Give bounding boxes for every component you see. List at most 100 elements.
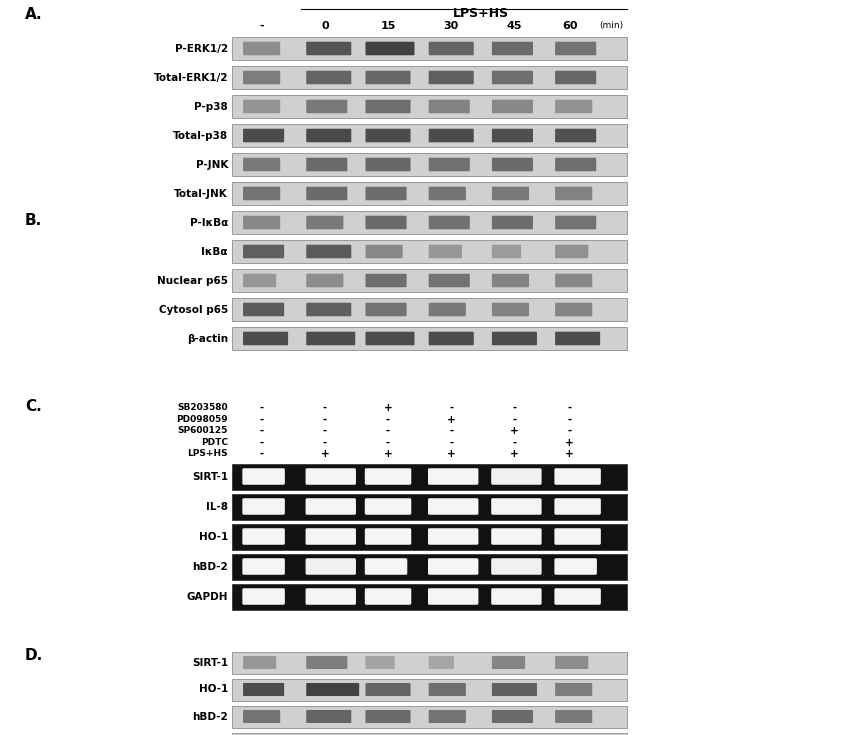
- FancyBboxPatch shape: [306, 273, 343, 287]
- FancyBboxPatch shape: [429, 71, 474, 85]
- FancyBboxPatch shape: [492, 71, 533, 85]
- FancyBboxPatch shape: [429, 187, 466, 200]
- FancyBboxPatch shape: [428, 468, 478, 485]
- Text: D.: D.: [25, 648, 43, 662]
- FancyBboxPatch shape: [306, 498, 356, 514]
- Text: +: +: [447, 449, 456, 459]
- FancyBboxPatch shape: [555, 683, 593, 696]
- FancyBboxPatch shape: [306, 468, 356, 485]
- FancyBboxPatch shape: [366, 273, 407, 287]
- Text: -: -: [512, 437, 516, 448]
- Text: -: -: [386, 415, 391, 425]
- FancyBboxPatch shape: [492, 187, 529, 200]
- Text: 0: 0: [321, 21, 329, 31]
- FancyBboxPatch shape: [492, 683, 537, 696]
- FancyBboxPatch shape: [243, 129, 284, 143]
- FancyBboxPatch shape: [555, 187, 593, 200]
- Text: SIRT-1: SIRT-1: [192, 471, 228, 481]
- FancyBboxPatch shape: [554, 588, 601, 605]
- Text: hBD-2: hBD-2: [192, 711, 228, 722]
- FancyBboxPatch shape: [492, 42, 533, 55]
- FancyBboxPatch shape: [554, 528, 601, 545]
- Bar: [232, 211, 627, 234]
- Text: -: -: [260, 415, 264, 425]
- Text: -: -: [259, 21, 264, 31]
- FancyBboxPatch shape: [492, 129, 533, 143]
- FancyBboxPatch shape: [492, 498, 542, 514]
- Text: β-actin: β-actin: [187, 334, 228, 343]
- FancyBboxPatch shape: [306, 303, 351, 316]
- FancyBboxPatch shape: [554, 468, 601, 485]
- FancyBboxPatch shape: [429, 683, 466, 696]
- Text: -: -: [323, 426, 327, 436]
- FancyBboxPatch shape: [243, 303, 284, 316]
- FancyBboxPatch shape: [242, 468, 285, 485]
- FancyBboxPatch shape: [306, 158, 347, 171]
- FancyBboxPatch shape: [366, 656, 395, 669]
- Text: LPS+HS: LPS+HS: [453, 7, 509, 20]
- Text: -: -: [323, 415, 327, 425]
- FancyBboxPatch shape: [366, 42, 414, 55]
- Text: -: -: [386, 437, 391, 448]
- Text: -: -: [512, 403, 516, 413]
- Text: -: -: [449, 437, 453, 448]
- FancyBboxPatch shape: [492, 588, 542, 605]
- Bar: [232, 706, 627, 728]
- Text: hBD-2: hBD-2: [192, 562, 228, 572]
- Bar: [232, 66, 627, 89]
- FancyBboxPatch shape: [492, 273, 529, 287]
- Bar: [232, 553, 627, 579]
- Bar: [232, 464, 627, 490]
- Text: +: +: [510, 426, 519, 436]
- Text: +: +: [384, 449, 392, 459]
- FancyBboxPatch shape: [429, 273, 469, 287]
- FancyBboxPatch shape: [428, 528, 478, 545]
- FancyBboxPatch shape: [243, 683, 284, 696]
- Text: P-ERK1/2: P-ERK1/2: [175, 43, 228, 54]
- Text: -: -: [512, 415, 516, 425]
- Text: 60: 60: [562, 21, 577, 31]
- FancyBboxPatch shape: [306, 683, 359, 696]
- Text: +: +: [565, 437, 574, 448]
- FancyBboxPatch shape: [366, 303, 407, 316]
- Bar: [232, 269, 627, 292]
- Text: Total-p38: Total-p38: [173, 131, 228, 140]
- FancyBboxPatch shape: [243, 331, 288, 345]
- FancyBboxPatch shape: [366, 129, 411, 143]
- FancyBboxPatch shape: [243, 273, 276, 287]
- Text: SIRT-1: SIRT-1: [192, 658, 228, 667]
- FancyBboxPatch shape: [366, 100, 411, 113]
- FancyBboxPatch shape: [365, 468, 411, 485]
- FancyBboxPatch shape: [306, 710, 351, 723]
- Text: -: -: [260, 437, 264, 448]
- FancyBboxPatch shape: [306, 331, 355, 345]
- Text: +: +: [320, 449, 329, 459]
- FancyBboxPatch shape: [554, 498, 601, 514]
- Text: GAPDH: GAPDH: [187, 592, 228, 601]
- FancyBboxPatch shape: [243, 71, 280, 85]
- Text: +: +: [447, 415, 456, 425]
- FancyBboxPatch shape: [242, 528, 285, 545]
- FancyBboxPatch shape: [366, 158, 411, 171]
- FancyBboxPatch shape: [243, 656, 276, 669]
- FancyBboxPatch shape: [428, 498, 478, 514]
- FancyBboxPatch shape: [429, 42, 474, 55]
- Bar: [232, 584, 627, 609]
- FancyBboxPatch shape: [243, 100, 280, 113]
- FancyBboxPatch shape: [428, 559, 478, 575]
- Text: Cytosol p65: Cytosol p65: [159, 304, 228, 315]
- Text: P-JNK: P-JNK: [195, 159, 228, 170]
- Text: B.: B.: [25, 213, 42, 228]
- Text: Nuclear p65: Nuclear p65: [157, 276, 228, 285]
- FancyBboxPatch shape: [555, 303, 593, 316]
- FancyBboxPatch shape: [365, 498, 411, 514]
- FancyBboxPatch shape: [555, 245, 588, 258]
- Text: LPS+HS: LPS+HS: [188, 449, 228, 458]
- Text: -: -: [568, 426, 572, 436]
- Text: (min): (min): [599, 21, 623, 30]
- FancyBboxPatch shape: [429, 331, 474, 345]
- FancyBboxPatch shape: [429, 710, 466, 723]
- Text: A.: A.: [25, 7, 42, 22]
- FancyBboxPatch shape: [365, 559, 408, 575]
- Text: +: +: [565, 449, 574, 459]
